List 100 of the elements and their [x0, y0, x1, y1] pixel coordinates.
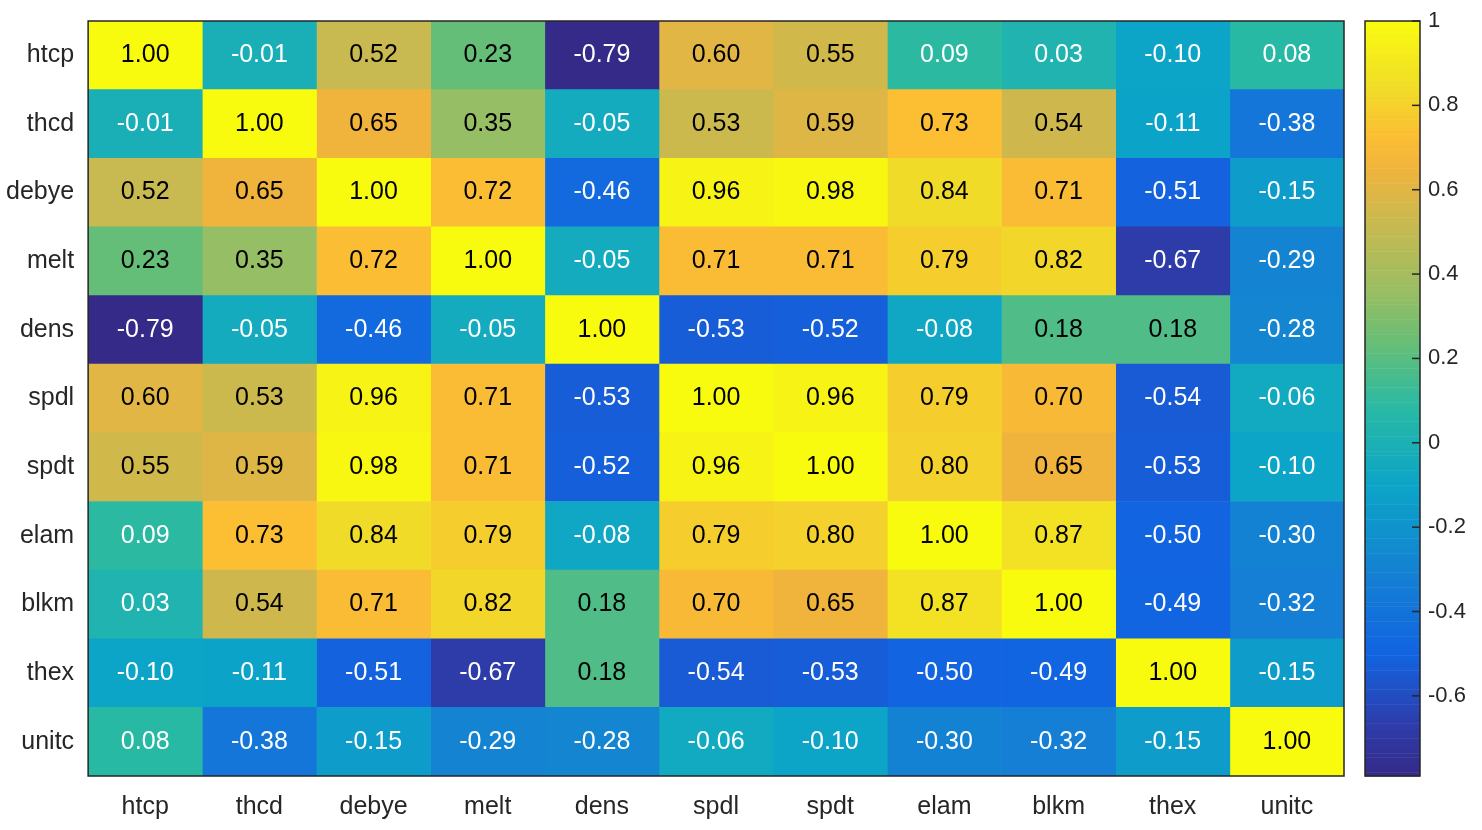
- data-label: 0.87: [920, 588, 969, 617]
- data-label: 0.52: [120, 176, 170, 205]
- data-label: 0.09: [120, 519, 170, 548]
- color-bar-label: 0.8: [1428, 91, 1459, 117]
- data-label: 0.72: [463, 176, 513, 205]
- x-tick-label: dens: [574, 790, 629, 819]
- data-label: 0.80: [805, 519, 855, 548]
- data-label: -0.38: [230, 725, 288, 754]
- y-tick-label: debye: [5, 176, 75, 205]
- data-label: -0.52: [573, 451, 631, 480]
- data-label: 0.55: [805, 39, 855, 68]
- data-label: -0.53: [801, 656, 859, 685]
- data-label: 0.98: [805, 176, 855, 205]
- y-tick-label: melt: [26, 245, 75, 274]
- data-label: -0.29: [459, 725, 517, 754]
- data-label: 0.79: [920, 245, 969, 274]
- data-label: -0.15: [1258, 176, 1316, 205]
- data-label: 0.65: [349, 107, 398, 136]
- data-label: -0.10: [801, 725, 859, 754]
- data-label: 0.71: [805, 245, 855, 274]
- y-tick-label: elam: [19, 519, 75, 548]
- data-label: 0.18: [577, 656, 627, 685]
- data-label: 0.96: [691, 176, 741, 205]
- data-label: -0.28: [1258, 313, 1316, 342]
- data-label: -0.05: [573, 245, 631, 274]
- data-label: 0.08: [120, 725, 170, 754]
- data-label: -0.05: [459, 313, 517, 342]
- data-label: 1.00: [235, 107, 284, 136]
- y-tick-label: thcd: [26, 107, 75, 136]
- data-label: 1.00: [691, 382, 741, 411]
- color-bar-label: 0.2: [1428, 344, 1459, 370]
- data-label: 0.73: [920, 107, 969, 136]
- data-label: 0.59: [235, 451, 284, 480]
- y-tick-label: unitc: [21, 725, 75, 754]
- data-label: -0.11: [1145, 107, 1201, 136]
- data-label: -0.30: [1258, 519, 1316, 548]
- data-label: 0.35: [235, 245, 284, 274]
- data-label: 0.65: [1034, 451, 1083, 480]
- data-label: 0.65: [805, 588, 855, 617]
- data-label: 0.79: [920, 382, 969, 411]
- data-label: -0.10: [116, 656, 174, 685]
- data-label: -0.49: [1030, 656, 1088, 685]
- color-bar-label: -0.2: [1428, 513, 1466, 539]
- data-label: 0.71: [463, 451, 513, 480]
- data-label: 0.84: [920, 176, 969, 205]
- data-label: 0.71: [463, 382, 513, 411]
- color-bar-label: 0.4: [1428, 260, 1459, 286]
- data-label: 0.08: [1262, 39, 1312, 68]
- data-label: 0.82: [1034, 245, 1083, 274]
- data-label: 1.00: [349, 176, 398, 205]
- data-label: 0.65: [235, 176, 284, 205]
- data-label: 0.03: [120, 588, 170, 617]
- color-bar-label: -0.4: [1428, 597, 1466, 623]
- data-label: -0.38: [1258, 107, 1316, 136]
- data-label: -0.05: [230, 313, 288, 342]
- data-label: 0.23: [463, 39, 513, 68]
- data-label: 1.00: [920, 519, 969, 548]
- data-label: -0.46: [573, 176, 631, 205]
- color-bar-label: 0.6: [1428, 175, 1459, 201]
- data-label: -0.28: [573, 725, 631, 754]
- data-label: 0.79: [691, 519, 741, 548]
- data-label: 0.18: [577, 588, 627, 617]
- x-tick-label: spdl: [693, 790, 739, 819]
- data-label: 0.71: [691, 245, 741, 274]
- data-label: 0.96: [691, 451, 741, 480]
- data-label: -0.54: [1144, 382, 1202, 411]
- x-tick-label: unitc: [1260, 790, 1314, 819]
- data-label: -0.29: [1258, 245, 1316, 274]
- data-label: 0.54: [1034, 107, 1083, 136]
- y-tick-label: thex: [26, 656, 75, 685]
- y-tick-label: spdl: [28, 382, 75, 411]
- data-label: -0.46: [345, 313, 403, 342]
- data-label: -0.08: [573, 519, 631, 548]
- color-bar-label: -0.6: [1428, 681, 1466, 707]
- y-tick-label: dens: [19, 313, 75, 342]
- data-label: -0.79: [116, 313, 174, 342]
- data-label: 1.00: [463, 245, 513, 274]
- data-label: -0.08: [915, 313, 973, 342]
- data-label: 1.00: [1262, 725, 1312, 754]
- x-tick-label: htcp: [121, 790, 169, 819]
- data-label: 0.72: [349, 245, 398, 274]
- data-label: 0.87: [1034, 519, 1083, 548]
- data-label: 0.55: [120, 451, 170, 480]
- data-label: 0.23: [120, 245, 170, 274]
- data-label: 0.60: [691, 39, 741, 68]
- data-label: 1.00: [805, 451, 855, 480]
- data-label: 0.35: [463, 107, 513, 136]
- y-tick-label: htcp: [26, 39, 75, 68]
- data-label: 0.71: [1034, 176, 1083, 205]
- x-tick-label: melt: [464, 790, 512, 819]
- data-label: -0.06: [687, 725, 745, 754]
- data-label: -0.15: [1144, 725, 1202, 754]
- data-label: 0.98: [349, 451, 398, 480]
- data-label: -0.49: [1144, 588, 1202, 617]
- data-label: -0.32: [1030, 725, 1088, 754]
- data-label: -0.05: [573, 107, 631, 136]
- data-label: -0.53: [687, 313, 745, 342]
- data-label: -0.06: [1258, 382, 1316, 411]
- data-label: -0.11: [231, 656, 287, 685]
- data-label: 0.73: [235, 519, 284, 548]
